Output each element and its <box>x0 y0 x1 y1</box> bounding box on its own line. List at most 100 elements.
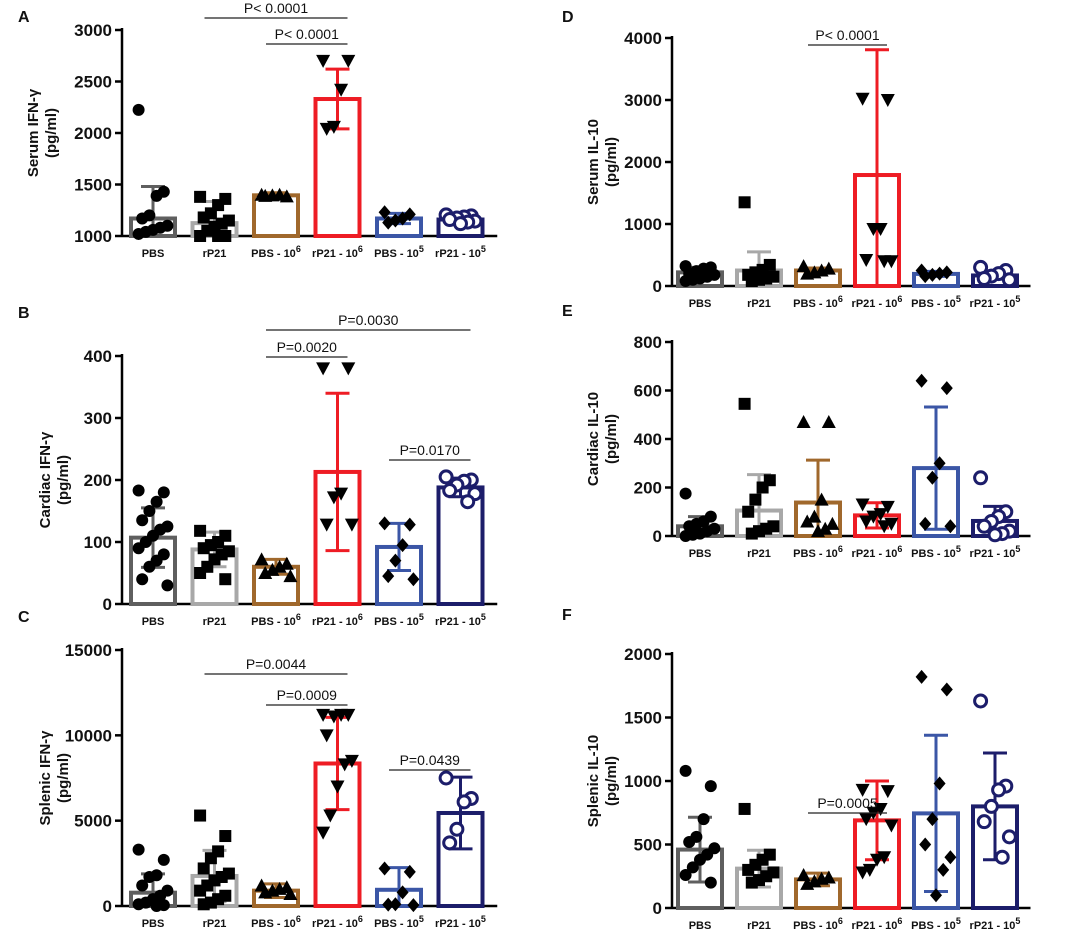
data-point <box>940 682 953 697</box>
data-point <box>212 230 225 242</box>
data-point <box>453 216 468 232</box>
y-tick-label: 800 <box>634 333 662 352</box>
category-tick-label: PBS - 106 <box>793 916 843 932</box>
data-point <box>983 798 999 814</box>
data-point <box>341 362 356 376</box>
data-point <box>1001 272 1017 288</box>
data-point <box>194 524 207 537</box>
data-point <box>807 509 822 523</box>
data-point <box>742 863 755 876</box>
data-point <box>877 520 892 534</box>
data-point <box>330 780 345 794</box>
data-point <box>143 560 156 573</box>
category-tick-superscript: 6 <box>838 294 843 304</box>
data-point <box>749 493 762 506</box>
category-tick-superscript: 5 <box>481 244 486 254</box>
data-point <box>150 495 163 508</box>
data-point <box>449 821 465 837</box>
category-tick-label: rP21 - 106 <box>852 544 903 560</box>
data-point <box>219 830 232 843</box>
data-point <box>870 853 884 867</box>
y-tick-label: 400 <box>84 347 112 366</box>
data-point <box>337 758 352 772</box>
significance-label: P< 0.0001 <box>815 27 879 43</box>
data-point <box>855 92 870 106</box>
panel-letter: F <box>562 607 572 624</box>
data-point <box>855 783 870 797</box>
data-point <box>382 897 395 912</box>
data-point <box>157 853 170 866</box>
data-point <box>319 122 334 136</box>
data-point <box>745 876 758 889</box>
category-tick-label: rP21 - 105 <box>970 916 1021 932</box>
data-point <box>283 569 298 583</box>
data-point <box>132 484 145 497</box>
panel-d: D Serum IL-10 (pg/ml) 0 1000 2000 3000 4000 PBS r… <box>562 9 1031 310</box>
data-point <box>933 456 946 471</box>
data-point <box>796 415 811 429</box>
data-point <box>194 567 207 579</box>
y-axis-label: Splenic IL-10 <box>585 735 602 828</box>
data-point <box>197 898 210 911</box>
category-tick-label: rP21 <box>203 918 227 930</box>
category-tick-label: PBS - 105 <box>911 544 961 560</box>
y-axis-label: (pg/ml) <box>603 137 620 187</box>
data-point <box>161 579 174 592</box>
significance-label: P=0.0009 <box>277 687 338 703</box>
category-tick-superscript: 5 <box>481 612 486 622</box>
y-tick-label: 500 <box>634 836 662 855</box>
data-point <box>272 559 287 573</box>
data-point <box>132 898 145 911</box>
category-tick-label: rP21 <box>747 920 771 932</box>
category-tick-superscript: 6 <box>296 914 301 924</box>
y-tick-label: 600 <box>634 382 662 401</box>
data-point <box>258 885 273 899</box>
y-tick-label: 2500 <box>74 73 112 92</box>
y-axis-label: (pg/ml) <box>43 108 60 158</box>
y-tick-label: 2000 <box>624 645 662 664</box>
data-point <box>915 669 928 684</box>
data-point <box>814 492 829 506</box>
data-point <box>919 269 932 284</box>
significance-label: P< 0.0001 <box>244 0 308 16</box>
data-point <box>825 516 840 530</box>
data-point <box>738 397 751 410</box>
data-point <box>704 876 717 889</box>
data-point <box>976 518 992 534</box>
category-tick-label: PBS <box>142 918 165 930</box>
data-point <box>438 770 454 786</box>
category-tick-label: rP21 <box>747 298 771 310</box>
y-axis-label: (pg/ml) <box>55 753 72 803</box>
data-point <box>334 487 349 501</box>
category-tick-label: PBS - 106 <box>793 294 843 310</box>
data-point <box>973 470 989 486</box>
data-point <box>866 510 881 524</box>
data-point <box>316 54 331 68</box>
data-point <box>323 809 338 823</box>
data-point <box>880 500 895 514</box>
category-tick-label: rP21 - 106 <box>312 244 363 260</box>
data-point <box>326 710 341 724</box>
data-point <box>316 826 331 840</box>
data-point <box>704 780 717 793</box>
data-point <box>859 813 874 827</box>
data-point <box>378 516 391 531</box>
category-tick-label: rP21 - 105 <box>970 294 1021 310</box>
data-point <box>341 54 356 68</box>
data-point <box>926 470 939 485</box>
data-point <box>873 802 888 816</box>
category-tick-label: rP21 <box>747 548 771 560</box>
data-point <box>937 862 950 877</box>
data-point <box>884 819 899 833</box>
y-axis-label: Serum IFN-γ <box>25 88 42 177</box>
data-point <box>944 850 957 865</box>
significance-label: P=0.0044 <box>246 656 307 672</box>
data-point <box>132 843 145 856</box>
data-point <box>933 776 946 791</box>
data-point <box>334 83 349 97</box>
category-tick-superscript: 5 <box>956 916 961 926</box>
data-point <box>143 505 156 517</box>
category-tick-label: PBS - 105 <box>911 294 961 310</box>
data-point <box>686 861 699 874</box>
y-axis-label: Splenic IFN-γ <box>37 730 54 826</box>
